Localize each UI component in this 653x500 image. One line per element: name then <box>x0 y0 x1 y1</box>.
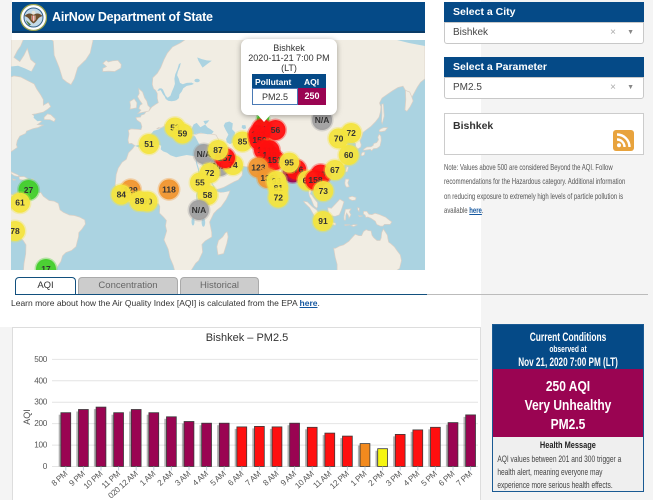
svg-text:1 AM: 1 AM <box>138 469 157 488</box>
svg-text:10 PM: 10 PM <box>82 469 105 491</box>
svg-text:87: 87 <box>213 145 223 155</box>
svg-text:5 PM: 5 PM <box>419 469 439 488</box>
svg-text:70: 70 <box>334 133 344 143</box>
svg-text:56: 56 <box>271 125 281 135</box>
svg-text:Bishkek – PM2.5: Bishkek – PM2.5 <box>206 332 289 344</box>
svg-text:60: 60 <box>344 150 354 160</box>
svg-text:3 AM: 3 AM <box>173 469 192 488</box>
svg-text:61: 61 <box>15 198 25 208</box>
svg-text:58: 58 <box>203 190 213 200</box>
svg-text:158: 158 <box>308 175 322 185</box>
svg-text:84: 84 <box>117 190 127 200</box>
svg-text:3 PM: 3 PM <box>384 469 404 488</box>
svg-text:74: 74 <box>228 160 238 170</box>
svg-text:N/A: N/A <box>192 205 207 215</box>
svg-text:12 PM: 12 PM <box>328 469 351 491</box>
svg-text:500: 500 <box>34 355 48 364</box>
svg-text:59: 59 <box>178 129 188 139</box>
svg-text:27: 27 <box>24 185 34 195</box>
svg-text:55: 55 <box>195 178 205 188</box>
svg-text:300: 300 <box>34 398 48 407</box>
svg-text:7 PM: 7 PM <box>455 469 475 488</box>
svg-text:72: 72 <box>346 128 356 138</box>
svg-text:4 AM: 4 AM <box>191 469 210 488</box>
svg-text:100: 100 <box>34 441 48 450</box>
svg-text:4 PM: 4 PM <box>402 469 422 488</box>
svg-text:400: 400 <box>34 376 48 385</box>
svg-text:200: 200 <box>34 419 48 428</box>
svg-text:85: 85 <box>238 137 248 147</box>
svg-text:8 PM: 8 PM <box>50 469 70 488</box>
svg-text:N/A: N/A <box>197 149 212 159</box>
svg-text:95: 95 <box>284 158 294 168</box>
svg-text:0: 0 <box>43 462 48 471</box>
svg-text:123: 123 <box>251 163 265 173</box>
svg-text:6 PM: 6 PM <box>437 469 457 488</box>
svg-text:7 AM: 7 AM <box>244 469 263 488</box>
svg-text:91: 91 <box>318 216 328 226</box>
svg-text:73: 73 <box>319 186 329 196</box>
svg-text:72: 72 <box>274 193 284 203</box>
svg-text:1 PM: 1 PM <box>349 469 369 488</box>
svg-text:N/A: N/A <box>315 115 330 125</box>
svg-text:72: 72 <box>205 168 215 178</box>
svg-text:6 AM: 6 AM <box>226 469 245 488</box>
svg-text:AQI: AQI <box>22 409 32 425</box>
svg-text:17: 17 <box>41 264 51 270</box>
svg-text:150: 150 <box>252 135 266 145</box>
svg-text:157: 157 <box>218 153 232 163</box>
svg-text:118: 118 <box>162 184 176 194</box>
svg-text:129: 129 <box>124 185 138 195</box>
svg-text:89: 89 <box>135 196 145 206</box>
svg-text:2 AM: 2 AM <box>156 469 175 488</box>
svg-text:8 AM: 8 AM <box>261 469 280 488</box>
svg-text:2 PM: 2 PM <box>367 469 387 488</box>
svg-text:78: 78 <box>11 226 20 236</box>
svg-text:5 AM: 5 AM <box>209 469 228 488</box>
svg-text:51: 51 <box>144 139 154 149</box>
svg-text:151: 151 <box>267 155 281 165</box>
svg-text:67: 67 <box>330 165 340 175</box>
svg-text:10 AM: 10 AM <box>293 469 316 491</box>
